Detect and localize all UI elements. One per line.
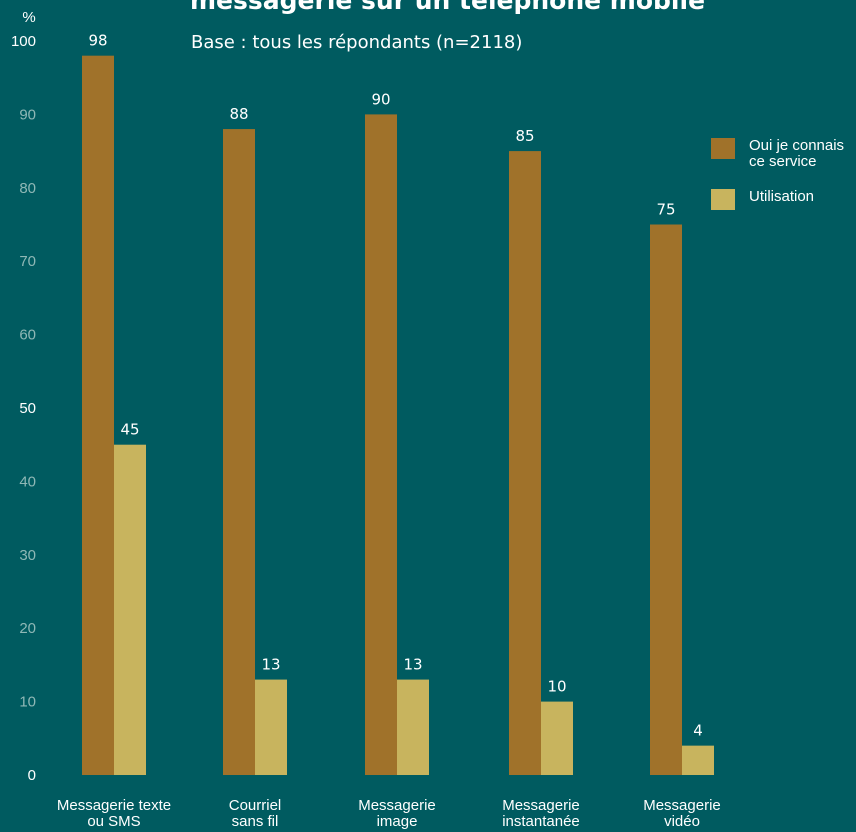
- data-label: 45: [120, 421, 139, 439]
- data-label: 88: [229, 105, 248, 123]
- x-tick-label: Messagerie: [502, 797, 580, 814]
- y-tick-label: 60: [19, 327, 36, 344]
- y-tick-label: 100: [11, 33, 36, 50]
- bar-awareness: [509, 151, 541, 776]
- bar-usage: [255, 679, 287, 775]
- legend-label-awareness: Oui je connais ce service: [749, 137, 845, 170]
- data-label: 85: [515, 127, 534, 145]
- bar-awareness: [650, 224, 682, 775]
- chart-title: messagerie sur un téléphone mobile: [190, 0, 706, 15]
- x-tick-label: Messagerie texte: [57, 797, 171, 814]
- data-label: 10: [547, 678, 566, 696]
- bar-usage: [397, 679, 429, 775]
- x-tick-label: ou SMS: [87, 813, 140, 830]
- chart-subtitle: Base : tous les répondants (n=2118): [191, 32, 523, 53]
- y-axis-unit-label: %: [22, 9, 35, 26]
- y-tick-label: 50: [19, 400, 36, 417]
- bar-awareness: [82, 55, 114, 776]
- legend-swatch-awareness: [711, 138, 735, 159]
- data-label: 13: [403, 656, 422, 674]
- legend-label-usage: Utilisation: [749, 188, 815, 205]
- data-label: 4: [693, 722, 703, 740]
- y-tick-label: 90: [19, 106, 36, 123]
- data-label: 90: [371, 90, 390, 108]
- x-tick-label: vidéo: [664, 813, 700, 830]
- legend-swatch-usage: [711, 189, 735, 210]
- x-tick-label: Messagerie: [358, 797, 436, 814]
- x-tick-label: sans fil: [232, 813, 279, 830]
- bar-usage: [541, 701, 573, 775]
- data-label: 98: [88, 32, 107, 50]
- y-tick-label: 10: [19, 694, 36, 711]
- y-tick-label: 80: [19, 180, 36, 197]
- y-tick-label: 30: [19, 547, 36, 564]
- y-tick-label: 70: [19, 253, 36, 270]
- bar-usage: [682, 745, 714, 775]
- bar-awareness: [365, 114, 397, 775]
- legend-item-usage: Utilisation: [711, 189, 856, 210]
- y-tick-label: 20: [19, 620, 36, 637]
- y-tick-label: 40: [19, 473, 36, 490]
- x-tick-label: instantanée: [502, 813, 580, 830]
- y-tick-label: 0: [28, 767, 36, 784]
- x-tick-label: Courriel: [229, 797, 282, 814]
- data-label: 13: [261, 656, 280, 674]
- data-label: 75: [656, 201, 675, 219]
- legend-item-awareness: Oui je connais ce service: [711, 138, 856, 170]
- x-tick-label: image: [377, 813, 418, 830]
- bar-awareness: [223, 129, 255, 775]
- x-tick-label: Messagerie: [643, 797, 721, 814]
- bar-usage: [114, 444, 146, 775]
